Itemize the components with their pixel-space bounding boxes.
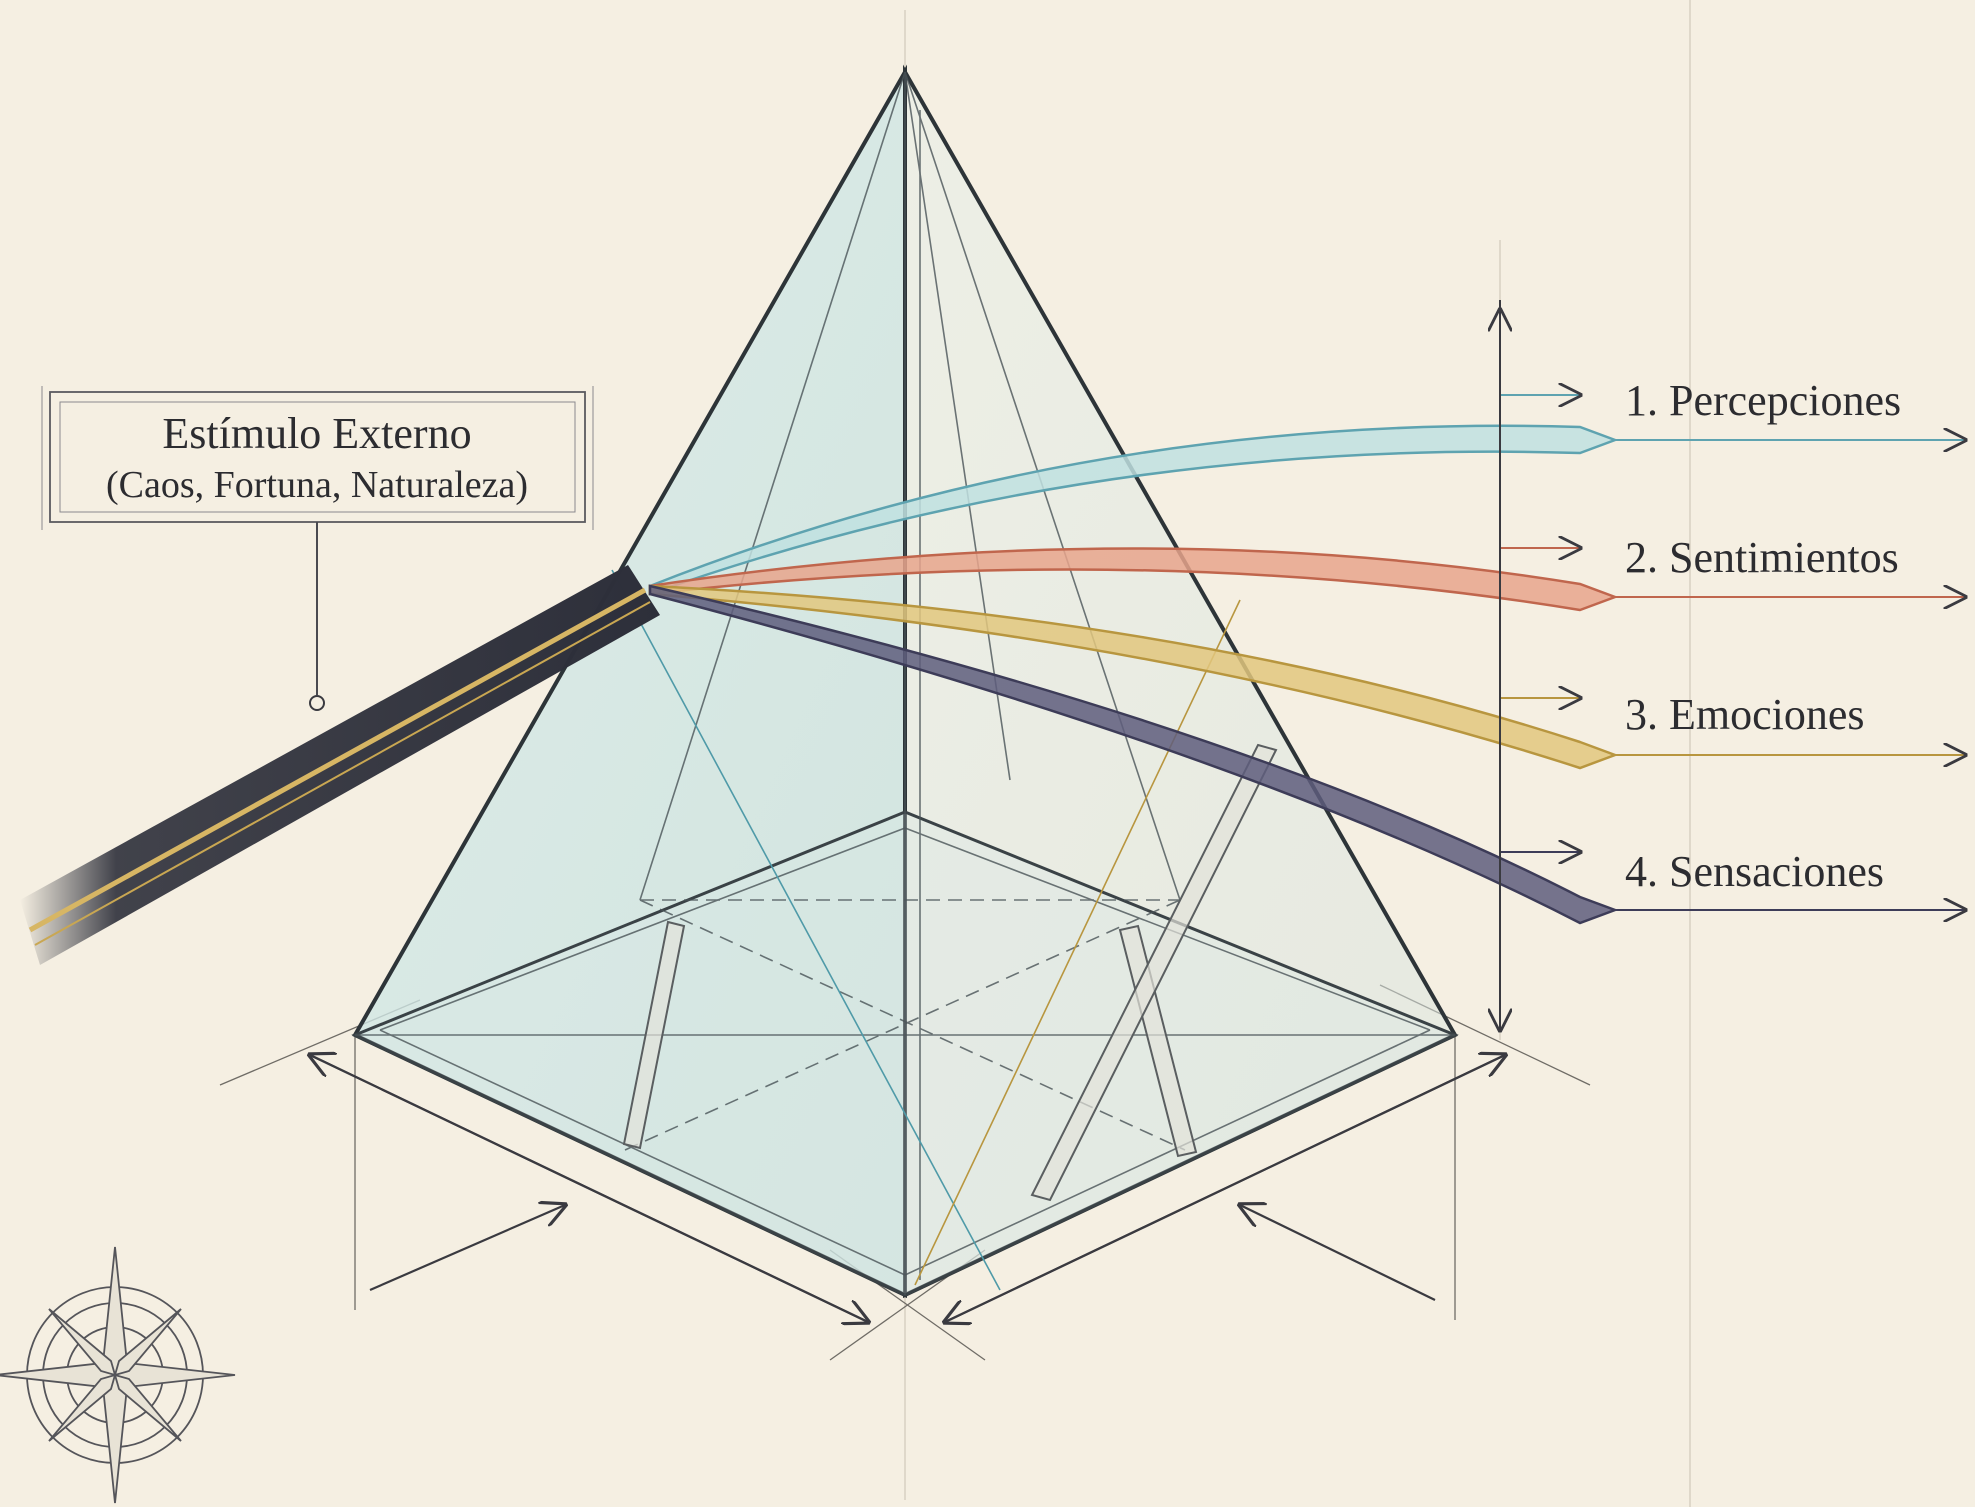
compass-rose-icon	[0, 1246, 236, 1504]
callout-pin	[309, 695, 325, 711]
ray-percepciones	[648, 424, 1619, 596]
stimulus-callout: Estímulo Externo (Caos, Fortuna, Natural…	[41, 386, 594, 711]
prism	[351, 64, 1459, 1299]
output-label-percepciones: 1. Percepciones	[1625, 376, 1901, 425]
incoming-beam	[20, 565, 660, 965]
dimension-arrows	[310, 1055, 1505, 1322]
output-label-emociones: 3. Emociones	[1625, 690, 1865, 739]
ray-emociones	[648, 584, 1619, 770]
ray-sensaciones	[648, 584, 1619, 925]
stimulus-title: Estímulo Externo	[162, 409, 471, 458]
output-rays	[648, 395, 1965, 925]
output-label-sentimientos: 2. Sentimientos	[1625, 533, 1899, 582]
stimulus-subtitle: (Caos, Fortuna, Naturaleza)	[106, 464, 528, 506]
output-label-sensaciones: 4. Sensaciones	[1625, 847, 1884, 896]
output-labels: 1. Percepciones 2. Sentimientos 3. Emoci…	[1625, 376, 1901, 896]
ray-sentimientos	[648, 547, 1619, 612]
